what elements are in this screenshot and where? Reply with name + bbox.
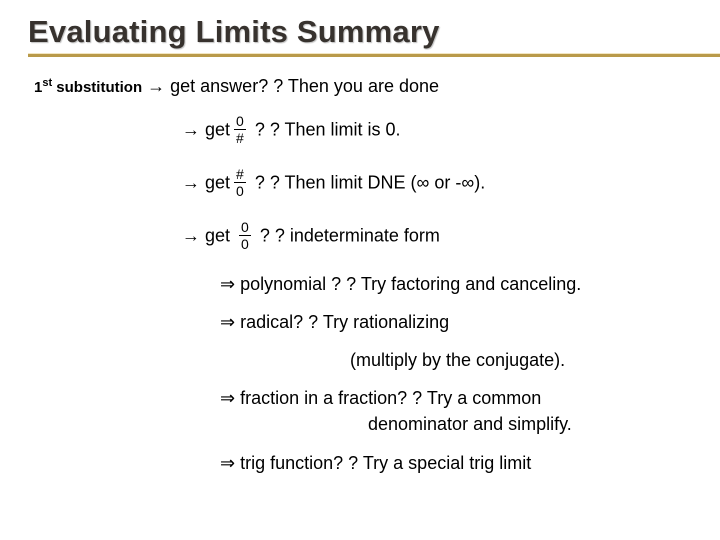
frac-0-0-den: 0	[239, 236, 251, 251]
line-zero-over-zero: → get 00 ? ? indeterminate form	[182, 221, 581, 252]
text-conjugate: (multiply by the conjugate).	[350, 350, 565, 370]
lead-text: 1st substitution	[34, 79, 142, 96]
text-get-2: get	[200, 119, 230, 139]
frac-0-0: 00	[239, 220, 251, 251]
title-underline	[28, 53, 720, 57]
lead-sup: st	[42, 77, 52, 89]
arrow-2: →	[182, 119, 200, 139]
text-limit-dne: ? ? Then limit DNE (∞ or -∞).	[250, 172, 485, 192]
text-indeterminate: ? ? indeterminate form	[255, 225, 440, 245]
arrow-3: →	[182, 172, 200, 192]
text-radical: radical? ? Try rationalizing	[235, 312, 449, 332]
dblarrow-4: ⇒	[220, 453, 235, 473]
frac-0-0-num: 0	[239, 220, 251, 236]
text-fracfrac: fraction in a fraction? ? Try a common	[235, 388, 541, 408]
line-trig: ⇒ trig function? ? Try a special trig li…	[220, 453, 581, 473]
line-fraction-in-fraction: ⇒ fraction in a fraction? ? Try a common	[220, 388, 581, 408]
dblarrow-3: ⇒	[220, 388, 235, 408]
slide: Evaluating Limits Summary 1st substituti…	[0, 0, 720, 540]
dblarrow-2: ⇒	[220, 312, 235, 332]
frac-hash-0-num: #	[234, 167, 246, 183]
frac-0-hash: 0#	[234, 114, 246, 145]
line-hash-over-zero: → get#0 ? ? Then limit DNE (∞ or -∞).	[182, 168, 581, 199]
frac-0-hash-num: 0	[234, 114, 246, 130]
title-block: Evaluating Limits Summary	[0, 0, 720, 57]
frac-0-hash-den: #	[234, 130, 246, 145]
line-substitution: 1st substitution → get answer? ? Then yo…	[34, 76, 581, 97]
content: 1st substitution → get answer? ? Then yo…	[34, 76, 581, 473]
frac-hash-0-den: 0	[234, 183, 246, 198]
arrow-1: →	[147, 76, 165, 96]
arrow-4: →	[182, 225, 200, 245]
line-radical: ⇒ radical? ? Try rationalizing	[220, 312, 581, 332]
page-title: Evaluating Limits Summary	[28, 14, 720, 50]
frac-hash-0: #0	[234, 167, 246, 198]
text-commondenom: denominator and simplify.	[368, 414, 572, 434]
text-trig: trig function? ? Try a special trig limi…	[235, 453, 531, 473]
line-common-denom: denominator and simplify.	[368, 414, 581, 434]
line-polynomial: ⇒ polynomial ? ? Try factoring and cance…	[220, 274, 581, 294]
text-get-3: get	[200, 172, 230, 192]
line-zero-over-hash: → get0# ? ? Then limit is 0.	[182, 115, 581, 146]
line-conjugate: (multiply by the conjugate).	[350, 350, 581, 370]
text-poly: polynomial ? ? Try factoring and canceli…	[235, 274, 581, 294]
dblarrow-1: ⇒	[220, 274, 235, 294]
text-answer: get answer? ? Then you are done	[165, 76, 439, 96]
lead-tail: substitution	[52, 79, 142, 96]
text-limit-0: ? ? Then limit is 0.	[250, 119, 401, 139]
text-get-4: get	[200, 225, 235, 245]
